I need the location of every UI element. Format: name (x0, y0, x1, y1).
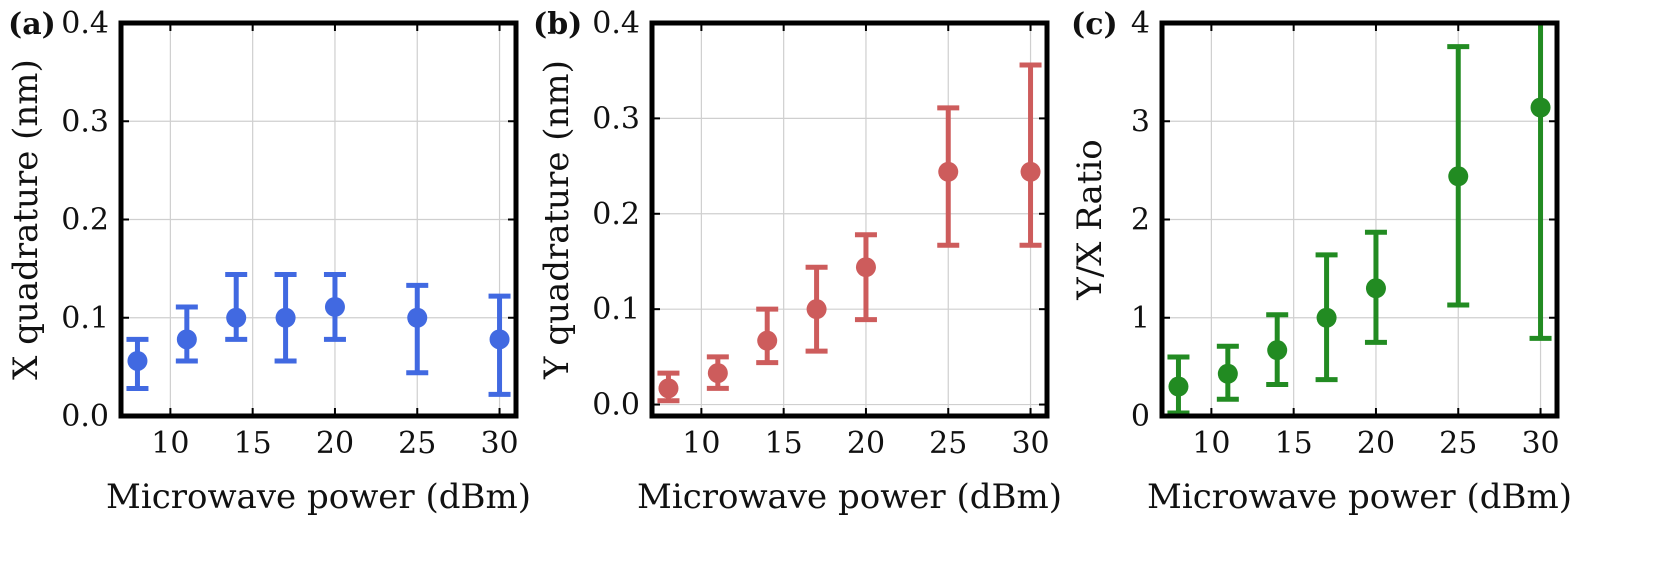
panel-label: (a) (8, 7, 56, 42)
data-point (658, 378, 679, 399)
x-tick-label: 20 (1357, 426, 1395, 461)
data-point-group (1216, 343, 1239, 402)
data-point-group (657, 370, 680, 404)
y-tick-label: 0.1 (61, 301, 109, 336)
y-tick-label: 0.0 (592, 388, 640, 423)
data-point (1316, 307, 1337, 328)
y-tick-label: 0.2 (592, 197, 640, 232)
data-point-group (937, 105, 960, 248)
x-tick-label: 25 (1439, 426, 1477, 461)
y-tick-label: 0 (1131, 399, 1150, 434)
x-tick-label: 20 (847, 426, 885, 461)
x-tick-label: 15 (765, 426, 803, 461)
y-tick-label: 1 (1131, 301, 1150, 336)
y-tick-label: 0.4 (61, 6, 109, 41)
x-tick-label: 10 (1192, 426, 1230, 461)
data-point (806, 299, 827, 320)
data-point-group (274, 272, 297, 364)
x-tick-label: 15 (1275, 426, 1313, 461)
data-point-group (323, 272, 346, 342)
x-axis-label: Microwave power (dBm) (106, 477, 531, 517)
x-axis-label: Microwave power (dBm) (637, 477, 1062, 517)
plot-frame (649, 20, 1050, 419)
x-tick-label: 10 (151, 426, 189, 461)
data-point (1168, 376, 1189, 397)
data-point (1530, 97, 1551, 118)
data-point (757, 330, 778, 351)
x-tick-label: 30 (480, 426, 518, 461)
y-tick-label: 0.3 (61, 104, 109, 139)
data-point (1448, 166, 1469, 187)
panel-a: 10 15 20 25 30 0.0 0.1 0.2 0.3 0.4 Microwave power… (6, 6, 531, 517)
data-point (1267, 340, 1288, 361)
x-axis-label: Microwave power (dBm) (1147, 477, 1572, 517)
data-point-group (854, 232, 877, 323)
data-point (1020, 161, 1041, 182)
data-point-group (1167, 354, 1190, 416)
y-tick-label: 0.2 (61, 203, 109, 238)
data-point-group (1266, 312, 1289, 388)
data-point-group (488, 293, 511, 397)
panel-b: 10 15 20 25 30 0.0 0.1 0.2 0.3 0.4 Microwave power… (533, 6, 1062, 517)
data-point (275, 307, 296, 328)
data-point-group (706, 354, 729, 391)
data-point-group (406, 282, 429, 376)
data-point (707, 363, 728, 384)
plot-frame (118, 20, 519, 419)
data-point-group (756, 306, 779, 366)
data-point (127, 350, 148, 371)
data-point (226, 307, 247, 328)
y-tick-label: 0.3 (592, 101, 640, 136)
x-tick-label: 30 (1521, 426, 1559, 461)
x-tick-label: 15 (234, 426, 272, 461)
data-point (1365, 278, 1386, 299)
plot-frame (1159, 20, 1560, 419)
y-axis-label: X quadrature (nm) (6, 59, 46, 380)
data-point (407, 307, 428, 328)
panel-label: (b) (533, 7, 582, 42)
data-point-group (126, 336, 149, 391)
y-tick-label: 2 (1131, 203, 1150, 238)
data-point (324, 296, 345, 317)
y-tick-label: 0.0 (61, 399, 109, 434)
data-point (176, 329, 197, 350)
y-tick-label: 0.1 (592, 292, 640, 327)
panel-c: 10 15 20 25 30 0 1 2 3 4 Microwave power (dBm) Y/X … (1070, 6, 1572, 517)
data-point-group (1019, 62, 1042, 248)
data-point (938, 161, 959, 182)
data-point-group (225, 272, 248, 342)
y-tick-label: 4 (1131, 6, 1150, 41)
x-tick-label: 20 (316, 426, 354, 461)
data-point (855, 257, 876, 278)
y-tick-label: 0.4 (592, 6, 640, 41)
data-point (489, 329, 510, 350)
x-tick-label: 10 (682, 426, 720, 461)
data-point (1217, 363, 1238, 384)
data-point-group (1447, 44, 1470, 308)
data-point-group (1529, 23, 1552, 341)
data-point-group (1315, 252, 1338, 383)
data-point-group (175, 304, 198, 364)
x-tick-label: 25 (929, 426, 967, 461)
panel-label: (c) (1071, 7, 1118, 42)
data-point-group (805, 264, 828, 354)
y-tick-label: 3 (1131, 104, 1150, 139)
x-tick-label: 25 (398, 426, 436, 461)
y-axis-label: Y quadrature (nm) (537, 60, 577, 380)
y-axis-label: Y/X Ratio (1070, 139, 1110, 301)
x-tick-label: 30 (1011, 426, 1049, 461)
data-point-group (1364, 229, 1387, 345)
